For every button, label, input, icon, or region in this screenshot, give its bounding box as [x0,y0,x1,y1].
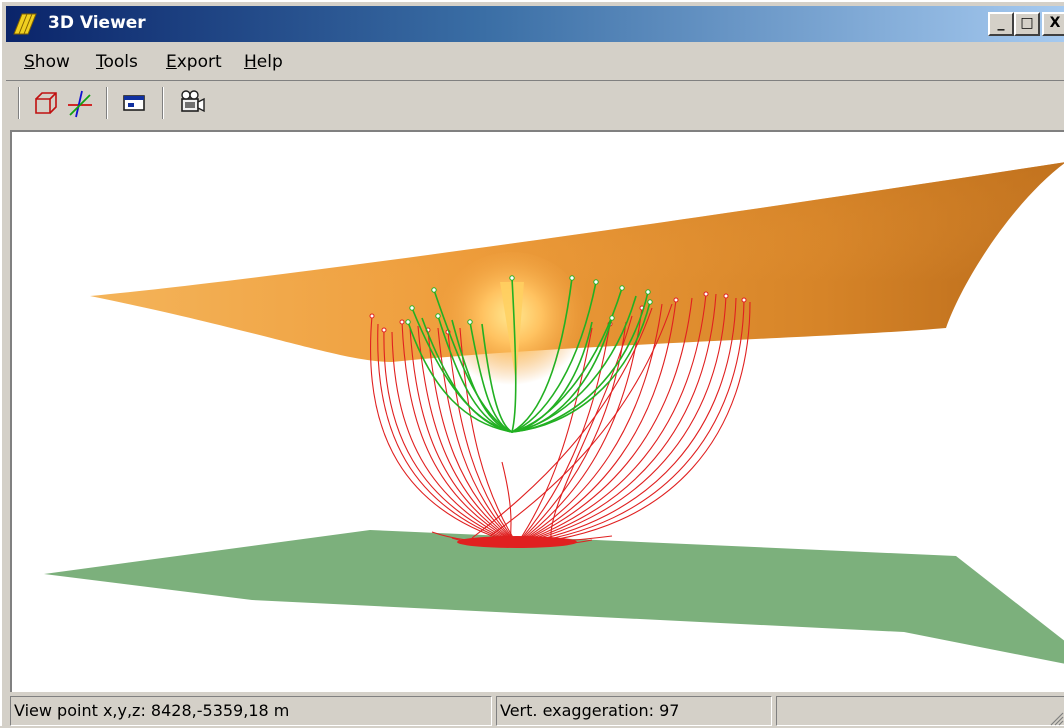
surface-cone-tip [500,282,524,382]
status-viewpoint: View point x,y,z: 8428,-5359,18 m [10,696,492,726]
view-window-icon[interactable] [118,87,150,119]
green-well-tops [405,275,653,325]
status-extra [776,696,1064,726]
axes-icon[interactable] [64,87,96,119]
menu-export[interactable]: Export [166,52,222,72]
window-title: 3D Viewer [48,13,146,33]
menu-show[interactable]: Show [24,52,70,72]
menu-bar: Show Tools Export Help [6,44,1064,78]
app-logo-icon [13,13,37,35]
upper-surface-shade [90,162,1064,362]
toolbar [6,80,1064,125]
scene-canvas[interactable] [12,132,1064,692]
title-bar[interactable]: 3D Viewer _ □ X [6,6,1064,42]
camera-icon[interactable] [174,87,206,119]
3d-viewport[interactable] [10,130,1064,692]
green-well-paths [407,277,651,433]
bounding-box-icon[interactable] [30,87,62,119]
menu-help[interactable]: Help [244,52,283,72]
resize-grip-icon[interactable] [1050,712,1064,726]
status-exaggeration: Vert. exaggeration: 97 [496,696,772,726]
toolbar-separator [106,87,108,119]
toolbar-separator [18,87,20,119]
red-well-cluster [457,536,577,548]
lower-plane [44,530,1064,664]
menu-tools[interactable]: Tools [96,52,138,72]
red-well-paths [369,293,751,547]
close-button[interactable]: X [1042,12,1064,36]
toolbar-separator [162,87,164,119]
maximize-button[interactable]: □ [1014,12,1040,36]
minimize-button[interactable]: _ [988,12,1014,36]
status-bar: View point x,y,z: 8428,-5359,18 m Vert. … [10,694,1064,728]
